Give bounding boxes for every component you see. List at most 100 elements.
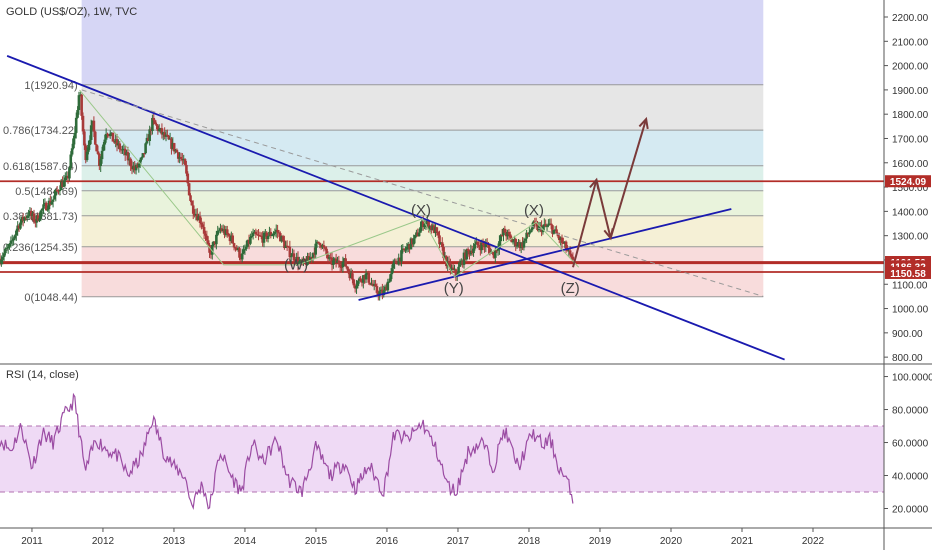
candle-body xyxy=(189,195,192,201)
candle-body xyxy=(553,229,557,231)
candle-body xyxy=(427,220,430,230)
candle-body xyxy=(359,278,362,282)
time-tick-label: 2013 xyxy=(163,536,186,547)
price-tick-label: 800.00 xyxy=(892,353,923,364)
candle-body xyxy=(417,232,421,237)
candle-body xyxy=(362,275,365,283)
time-tick-label: 2016 xyxy=(376,536,399,547)
candle-body xyxy=(400,250,403,262)
candle-body xyxy=(10,240,14,242)
candle-body xyxy=(212,241,215,245)
candle-body xyxy=(469,250,473,255)
candle-body xyxy=(371,283,375,286)
candle-body xyxy=(446,261,449,267)
candle-body xyxy=(544,224,547,227)
candle-body xyxy=(394,260,398,264)
candle-body xyxy=(274,229,278,232)
candle-body xyxy=(47,200,51,210)
candle-body xyxy=(328,257,331,259)
candle-body xyxy=(325,248,328,255)
candle-body xyxy=(333,258,337,261)
candle-body xyxy=(556,233,560,237)
candle-body xyxy=(431,225,435,230)
candle-body xyxy=(23,217,26,221)
candle-body xyxy=(68,168,71,179)
candle-body xyxy=(73,132,77,139)
fib-band xyxy=(81,130,764,166)
rsi-tick-label: 40.0000 xyxy=(892,472,929,483)
time-tick-label: 2022 xyxy=(802,536,825,547)
candle-body xyxy=(445,255,448,267)
candle-body xyxy=(223,229,226,235)
candle-body xyxy=(355,285,358,289)
candle-body xyxy=(538,225,542,227)
candle-body xyxy=(321,245,324,248)
candle-body xyxy=(171,143,175,149)
trend-line[interactable] xyxy=(358,208,732,301)
price-tick-label: 1900.00 xyxy=(892,86,929,97)
candle-body xyxy=(115,139,119,146)
candle-body xyxy=(465,249,469,260)
fib-level-label: 1(1920.94) xyxy=(24,80,77,92)
candle-body xyxy=(122,148,126,150)
candle-body xyxy=(560,237,564,243)
candle-body xyxy=(137,163,141,168)
candle-body xyxy=(279,233,282,242)
candle-body xyxy=(344,258,347,267)
candle-body xyxy=(515,245,519,247)
candle-body xyxy=(545,225,549,227)
candle-body xyxy=(458,264,462,267)
candle-body xyxy=(295,256,298,263)
candle-body xyxy=(175,149,179,153)
candle-body xyxy=(76,110,79,118)
candle-body xyxy=(172,143,176,152)
rsi-tick-label: 60.0000 xyxy=(892,439,929,450)
time-tick-label: 2020 xyxy=(660,536,683,547)
candle-body xyxy=(494,250,497,258)
candle-body xyxy=(12,238,15,241)
candle-body xyxy=(40,208,44,211)
candle-body xyxy=(253,231,256,233)
fib-band xyxy=(81,190,764,216)
candle-body xyxy=(464,252,467,260)
candle-body xyxy=(504,232,508,237)
candle-body xyxy=(338,264,342,267)
candle-body xyxy=(163,132,166,137)
candle-body xyxy=(55,190,59,192)
candle-body xyxy=(345,266,349,269)
price-tick-label: 1000.00 xyxy=(892,305,929,316)
candle-body xyxy=(102,144,105,151)
candle-body xyxy=(424,222,428,225)
candle-body xyxy=(372,284,376,286)
candle-body xyxy=(230,235,233,242)
candle-body xyxy=(470,250,474,254)
candle-body xyxy=(526,232,530,235)
candle-body xyxy=(435,227,439,232)
candle-body xyxy=(557,236,561,241)
candle-body xyxy=(332,260,335,265)
time-tick-label: 2015 xyxy=(305,536,328,547)
candle-body xyxy=(559,237,562,241)
candle-body xyxy=(31,213,34,216)
candle-body xyxy=(194,214,198,216)
candle-body xyxy=(319,245,323,248)
dashed-trend-line[interactable] xyxy=(81,89,764,297)
candle-body xyxy=(111,132,115,142)
candle-body xyxy=(255,234,259,236)
candle-body xyxy=(29,210,33,216)
candle-body xyxy=(133,166,137,171)
candle-body xyxy=(299,259,303,262)
rsi-line[interactable] xyxy=(0,392,574,511)
candle-body xyxy=(379,289,383,292)
candle-body xyxy=(259,235,263,237)
candle-body xyxy=(457,266,460,275)
candle-body xyxy=(170,138,173,149)
time-tick-label: 2011 xyxy=(21,536,43,547)
candle-body xyxy=(35,215,39,223)
candle-body xyxy=(472,248,475,254)
candle-body xyxy=(77,95,81,111)
candle-body xyxy=(562,242,565,244)
candle-body xyxy=(551,225,554,234)
candle-body xyxy=(96,151,100,154)
